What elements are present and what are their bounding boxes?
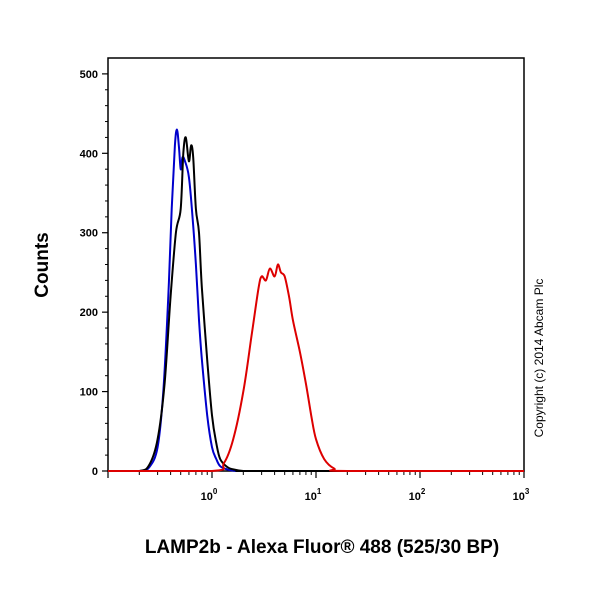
blue-series-line <box>108 128 524 472</box>
copyright-text: Copyright (c) 2014 Abcam Plc <box>532 279 546 438</box>
y-tick-label: 400 <box>80 148 98 160</box>
y-tick-label: 300 <box>80 228 98 240</box>
y-axis-title: Counts <box>32 232 53 297</box>
x-tick-label: 103 <box>513 487 530 503</box>
x-tick-label: 101 <box>305 487 322 503</box>
y-tick-label: 0 <box>92 466 98 478</box>
black-series-line <box>108 136 524 473</box>
x-axis-title: LAMP2b - Alexa Fluor® 488 (525/30 BP) <box>145 537 499 558</box>
y-tick-label: 100 <box>80 387 98 399</box>
y-tick-label: 200 <box>80 307 98 319</box>
x-tick-label: 102 <box>409 487 426 503</box>
y-tick-label: 500 <box>80 69 98 81</box>
x-tick-label: 100 <box>201 487 218 503</box>
red-series-line <box>108 263 524 473</box>
